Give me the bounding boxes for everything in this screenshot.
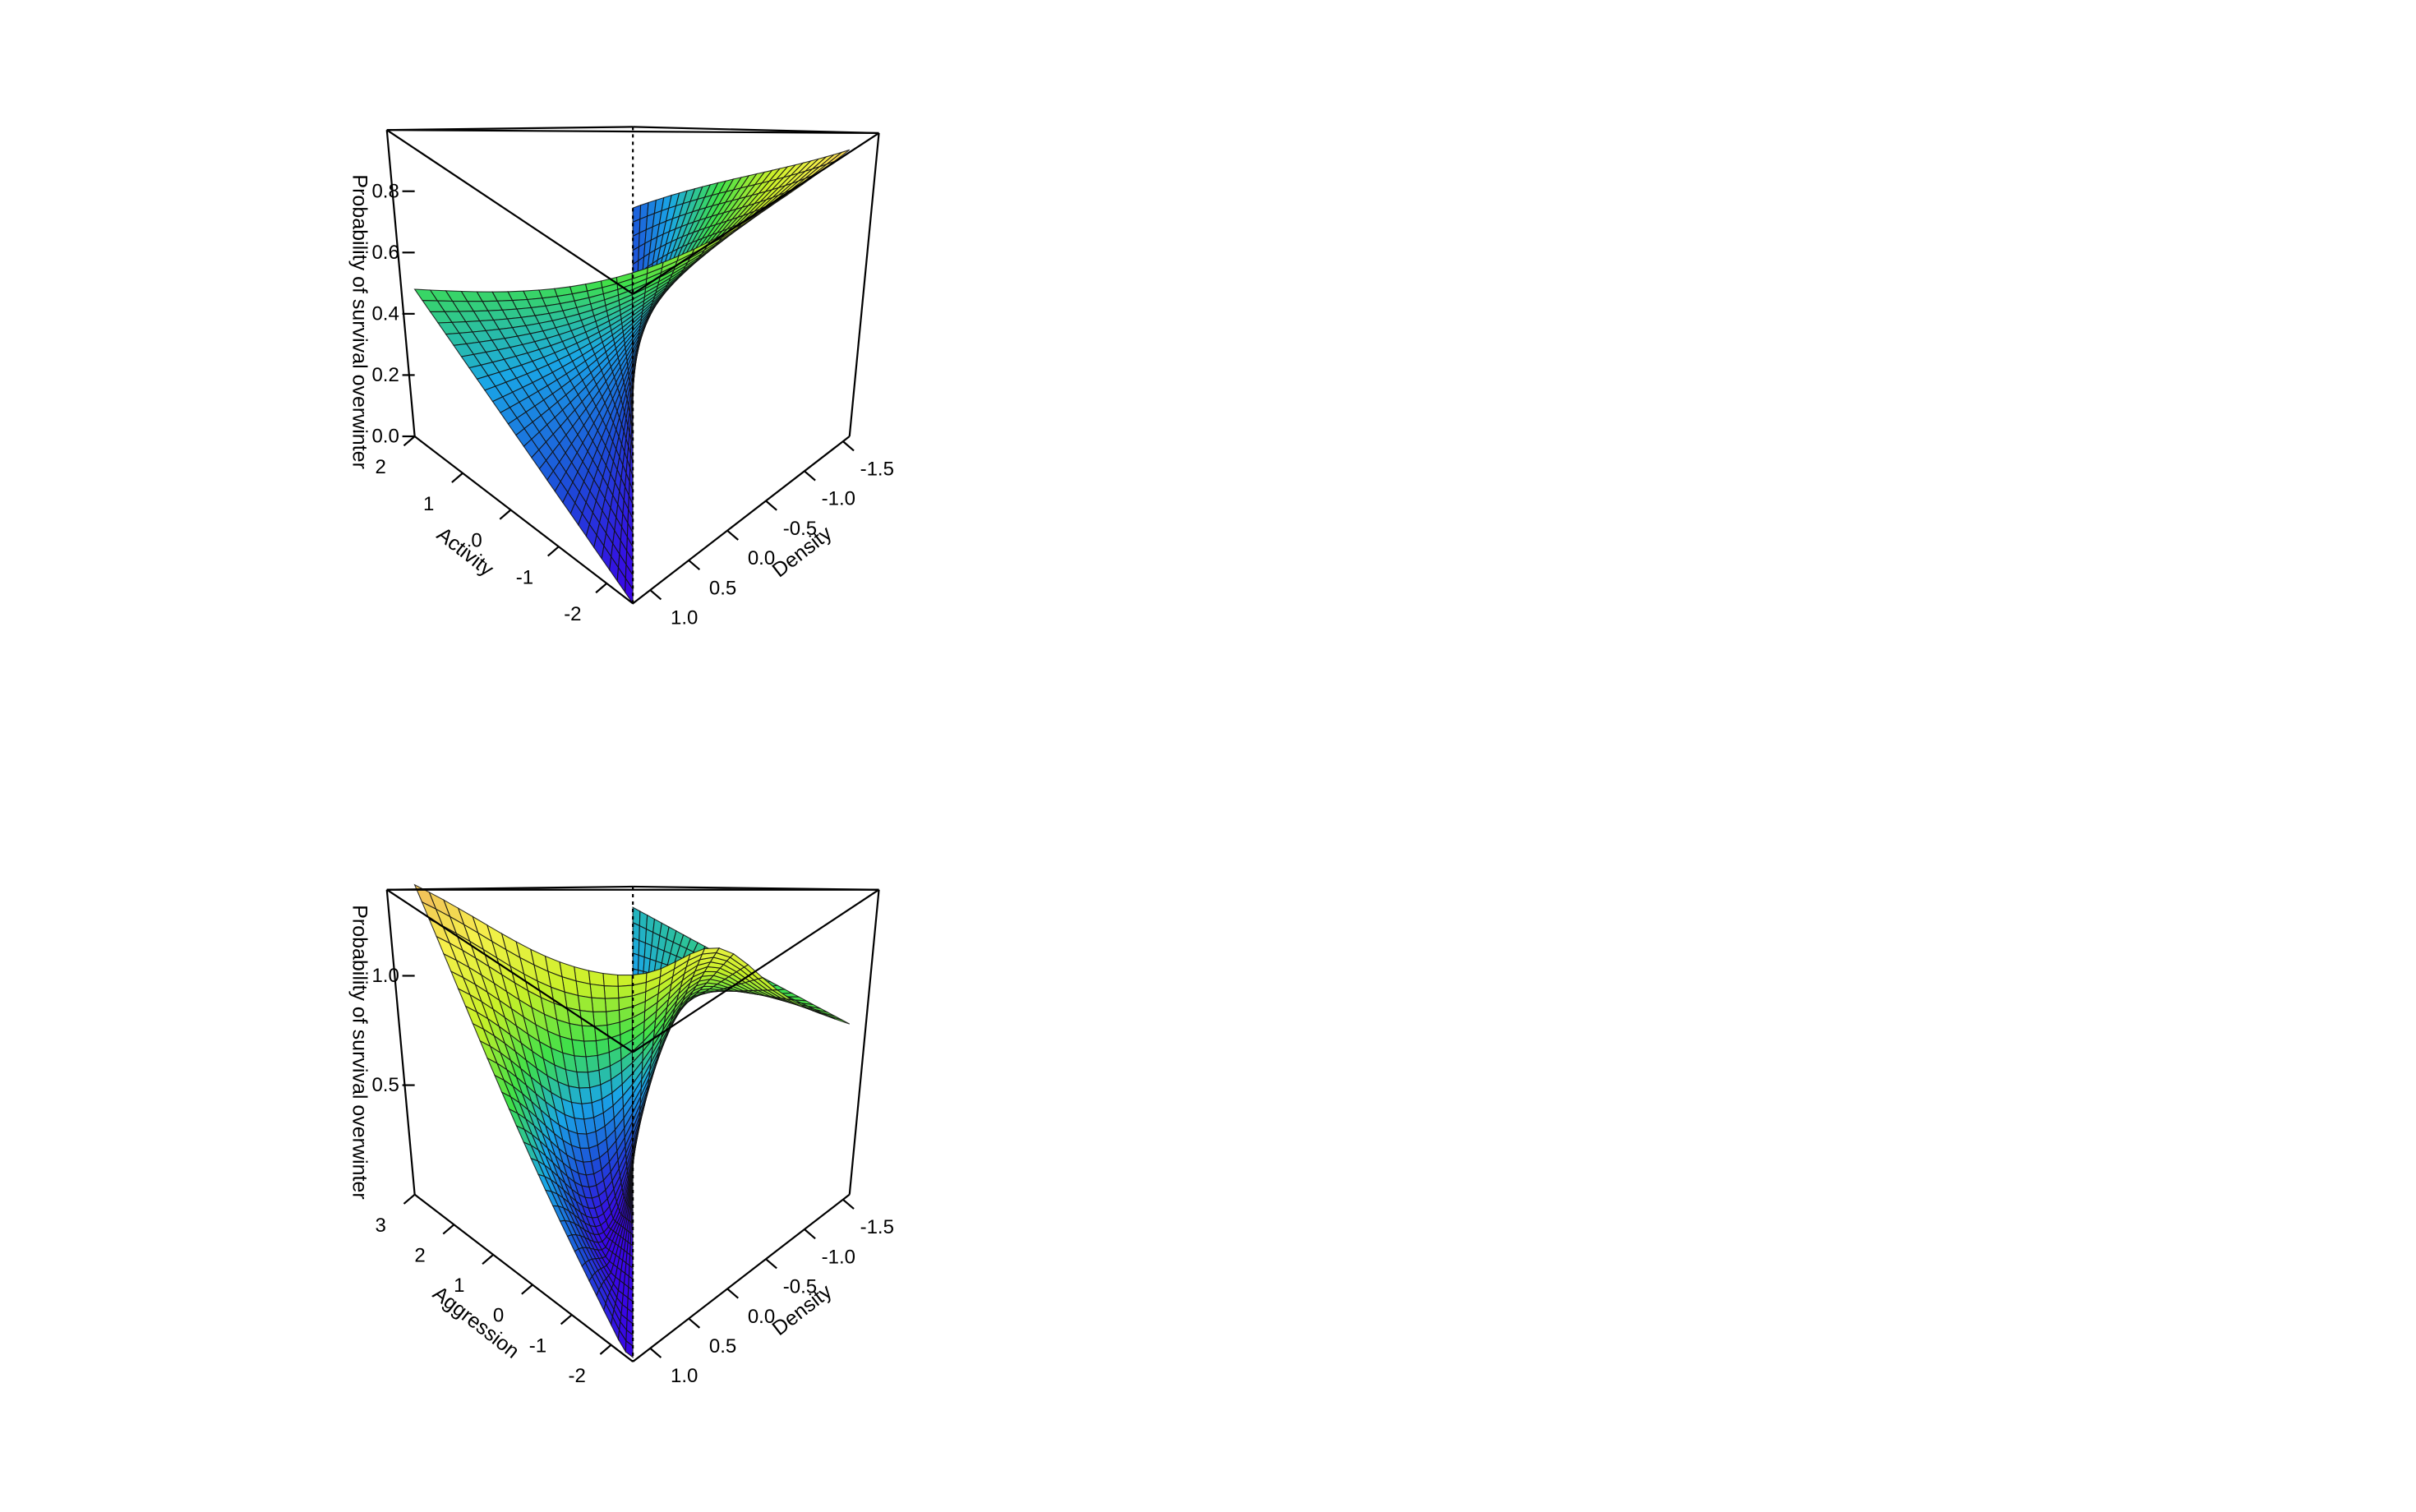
plot-box bbox=[385, 126, 880, 605]
y-tick bbox=[765, 1258, 777, 1270]
x-tick-label: -1 bbox=[529, 1335, 546, 1357]
box-edge bbox=[632, 888, 880, 1053]
x-tick bbox=[442, 1224, 455, 1235]
z-axis-label: Probability of survival overwinter bbox=[348, 905, 371, 1199]
plot-activity: 0.0 0.2 0.4 0.6 0.8 2 1 0 -1 -2 -1.5-1.0-0.5 0.0 0.5… bbox=[348, 126, 894, 629]
box-edge bbox=[632, 1193, 851, 1362]
surface-facet bbox=[588, 970, 605, 987]
z-tick-label: 0.6 bbox=[371, 242, 399, 264]
x-tick-label: -2 bbox=[568, 1365, 585, 1387]
y-tick-label: -1.0 bbox=[822, 488, 855, 510]
z-tick-label: 0.2 bbox=[371, 364, 399, 386]
box-edge bbox=[632, 436, 851, 605]
plot-box bbox=[385, 885, 880, 1362]
y-tick-label: -1.5 bbox=[860, 1216, 894, 1238]
surface-mesh bbox=[413, 883, 851, 1358]
z-tick-label: 1.0 bbox=[371, 965, 399, 987]
y-tick bbox=[726, 529, 739, 541]
x-tick bbox=[599, 1344, 612, 1355]
y-tick-label: 1.0 bbox=[671, 607, 698, 629]
y-tick-label: -0.5 bbox=[783, 1276, 817, 1298]
x-tick bbox=[482, 1254, 494, 1265]
x-tick bbox=[499, 509, 512, 520]
x-tick-label: 2 bbox=[376, 456, 386, 478]
surface-facet bbox=[592, 1011, 608, 1027]
y-tick bbox=[726, 1288, 739, 1299]
y-tick-label: 1.0 bbox=[671, 1365, 698, 1387]
box-edge bbox=[848, 889, 880, 1195]
y-tick bbox=[842, 1198, 855, 1210]
y-tick bbox=[804, 470, 816, 482]
y-tick bbox=[688, 1317, 701, 1329]
x-tick bbox=[403, 1193, 416, 1205]
x-tick bbox=[595, 583, 608, 594]
y-tick-label: 0.0 bbox=[748, 547, 775, 569]
box-edge bbox=[385, 889, 416, 1195]
surface-facet bbox=[631, 1171, 634, 1193]
y-tick-label: -1.0 bbox=[822, 1246, 855, 1268]
x-tick-label: -2 bbox=[564, 603, 581, 625]
y-tick-label: 0.0 bbox=[748, 1306, 775, 1328]
y-tick-label: 0.5 bbox=[709, 577, 736, 599]
z-tick-label: 0.5 bbox=[371, 1074, 399, 1096]
x-tick-label: 1 bbox=[423, 493, 434, 515]
surface-facet bbox=[631, 1191, 634, 1213]
axis-ticks: 0.0 0.2 0.4 0.6 0.8 2 1 0 -1 -2 -1.5-1.0-0.5 0.0 0.5… bbox=[371, 180, 894, 629]
surface-facet bbox=[617, 974, 633, 987]
y-tick bbox=[649, 589, 662, 601]
box-edge bbox=[386, 888, 634, 1053]
x-axis-label: Activity bbox=[432, 523, 498, 581]
x-tick-label: 0 bbox=[471, 530, 482, 552]
y-tick bbox=[688, 560, 701, 571]
axis-ticks: 0.5 1.0 3 2 1 0 -1 -2 -1.5-1.0-0.5 0.0 0.5 1.0 bbox=[371, 965, 894, 1387]
plot-aggression: 0.5 1.0 3 2 1 0 -1 -2 -1.5-1.0-0.5 0.0 0.5 1.0 Prob… bbox=[348, 883, 894, 1387]
y-tick bbox=[804, 1228, 816, 1240]
surface-facet bbox=[602, 972, 619, 987]
y-tick bbox=[649, 1347, 662, 1358]
surface-facet bbox=[632, 937, 640, 957]
surface-facet bbox=[591, 997, 607, 1012]
x-tick bbox=[403, 436, 416, 447]
z-tick-label: 0.4 bbox=[371, 302, 399, 325]
z-axis-label: Probability of survival overwinter bbox=[348, 174, 371, 468]
z-tick-label: 0.8 bbox=[371, 180, 399, 202]
y-tick-label: -0.5 bbox=[783, 518, 817, 540]
box-edge bbox=[386, 129, 879, 135]
x-tick bbox=[546, 546, 560, 557]
y-tick bbox=[765, 500, 777, 511]
y-tick-label: -1.5 bbox=[860, 459, 894, 481]
surface-facet bbox=[604, 998, 620, 1012]
y-tick bbox=[842, 440, 855, 452]
z-tick-label: 0.0 bbox=[371, 426, 399, 448]
x-axis-label: Aggression bbox=[428, 1282, 523, 1363]
surface-facet bbox=[603, 985, 620, 999]
surface-facet bbox=[589, 983, 606, 999]
box-edge bbox=[385, 130, 416, 437]
surface-facet bbox=[625, 577, 634, 606]
box-edge bbox=[632, 132, 880, 295]
box-edge bbox=[386, 129, 634, 295]
y-tick-label: 0.5 bbox=[709, 1335, 736, 1358]
x-tick bbox=[560, 1314, 573, 1325]
x-tick-label: 2 bbox=[414, 1244, 425, 1266]
box-edge bbox=[848, 132, 880, 437]
box-edge bbox=[413, 1193, 634, 1362]
x-tick-label: 3 bbox=[376, 1215, 386, 1237]
x-tick bbox=[451, 472, 463, 483]
x-tick-label: 1 bbox=[454, 1275, 464, 1297]
x-tick-label: 0 bbox=[493, 1305, 504, 1327]
box-edge bbox=[413, 436, 634, 605]
x-tick-label: -1 bbox=[516, 566, 533, 588]
x-tick bbox=[521, 1284, 533, 1295]
